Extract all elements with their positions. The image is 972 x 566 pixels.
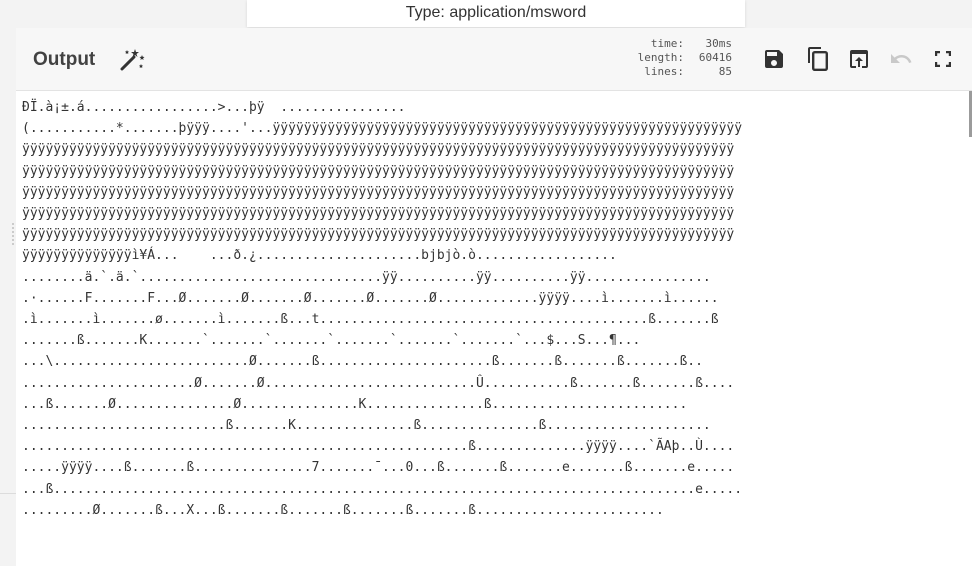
output-line: .....ÿÿÿÿ....ß.......ß...............7..… bbox=[22, 460, 735, 476]
output-line: .ì.......ì.......ø.......ì.......ß...t..… bbox=[22, 312, 719, 328]
stat-length: length: 60416 bbox=[576, 51, 732, 65]
output-line: ........ä.`.ä.`.........................… bbox=[22, 269, 711, 285]
undo-icon bbox=[891, 54, 912, 63]
output-title: Output bbox=[33, 49, 96, 70]
output-line: ......................Ø.......Ø.........… bbox=[22, 375, 735, 391]
stat-length-value: 60416 bbox=[698, 51, 732, 64]
stat-length-label: length: bbox=[637, 51, 684, 64]
tooltip-text: Type: application/msword bbox=[405, 4, 587, 21]
output-header: Output time: 30ms length: 60416 bbox=[16, 28, 972, 91]
stat-time-value: 30ms bbox=[705, 37, 733, 50]
output-line: ...ß....................................… bbox=[22, 481, 743, 497]
magic-wand-icon[interactable] bbox=[118, 45, 146, 73]
scrollbar-thumb[interactable] bbox=[969, 91, 972, 137]
undo-button[interactable] bbox=[887, 45, 915, 73]
stat-time-label: time: bbox=[650, 37, 684, 50]
mime-type-tooltip: Type: application/msword bbox=[247, 0, 745, 27]
output-scrollbar[interactable] bbox=[969, 91, 972, 566]
output-line: .........Ø.......ß...X...ß.......ß......… bbox=[22, 502, 664, 518]
output-content: ÐÏ.à¡±.á.................>...þÿ ........… bbox=[22, 97, 742, 521]
output-line: ÿÿÿÿÿÿÿÿÿÿÿÿÿÿì¥Á... ...ð.¿.............… bbox=[22, 248, 617, 264]
output-line: ...\.........................Ø.......ß..… bbox=[22, 354, 703, 370]
output-stats: time: 30ms length: 60416 lines: 85 bbox=[576, 37, 732, 79]
output-line: ÐÏ.à¡±.á.................>...þÿ ........… bbox=[22, 100, 406, 115]
stat-lines: lines: 85 bbox=[576, 65, 732, 79]
output-text-area[interactable]: ÐÏ.à¡±.á.................>...þÿ ........… bbox=[16, 91, 970, 566]
output-line: (...........*.......þÿÿÿ....'...ÿÿÿÿÿÿÿÿ… bbox=[22, 121, 743, 137]
fullscreen-button[interactable] bbox=[929, 45, 957, 73]
stat-lines-label: lines: bbox=[644, 65, 684, 78]
divider bbox=[0, 493, 16, 494]
output-line: .·......F.......F...Ø.......Ø.......Ø...… bbox=[22, 290, 719, 306]
copy-button[interactable] bbox=[804, 45, 832, 73]
output-line: ...ß.......Ø...............Ø............… bbox=[22, 396, 688, 412]
copy-icon bbox=[808, 47, 829, 72]
fullscreen-icon bbox=[935, 51, 951, 67]
output-line: ÿÿÿÿÿÿÿÿÿÿÿÿÿÿÿÿÿÿÿÿÿÿÿÿÿÿÿÿÿÿÿÿÿÿÿÿÿÿÿÿ… bbox=[22, 206, 735, 222]
save-button[interactable] bbox=[760, 45, 788, 73]
output-line: ÿÿÿÿÿÿÿÿÿÿÿÿÿÿÿÿÿÿÿÿÿÿÿÿÿÿÿÿÿÿÿÿÿÿÿÿÿÿÿÿ… bbox=[22, 227, 735, 243]
output-panel: Output time: 30ms length: 60416 bbox=[16, 28, 972, 566]
output-line: ........................................… bbox=[22, 439, 735, 455]
output-line: ÿÿÿÿÿÿÿÿÿÿÿÿÿÿÿÿÿÿÿÿÿÿÿÿÿÿÿÿÿÿÿÿÿÿÿÿÿÿÿÿ… bbox=[22, 142, 735, 158]
stat-time: time: 30ms bbox=[576, 37, 732, 51]
output-line: .......ß.......K.......`.......`.......`… bbox=[22, 333, 641, 349]
output-line: ÿÿÿÿÿÿÿÿÿÿÿÿÿÿÿÿÿÿÿÿÿÿÿÿÿÿÿÿÿÿÿÿÿÿÿÿÿÿÿÿ… bbox=[22, 163, 735, 179]
input-panel-edge bbox=[0, 0, 16, 566]
output-line: ..........................ß.......K.....… bbox=[22, 418, 711, 434]
stat-lines-value: 85 bbox=[718, 65, 732, 78]
resize-handle[interactable] bbox=[11, 222, 15, 246]
replace-input-button[interactable] bbox=[845, 45, 873, 73]
output-line: ÿÿÿÿÿÿÿÿÿÿÿÿÿÿÿÿÿÿÿÿÿÿÿÿÿÿÿÿÿÿÿÿÿÿÿÿÿÿÿÿ… bbox=[22, 184, 735, 200]
save-icon bbox=[765, 50, 783, 68]
replace-input-icon bbox=[850, 50, 868, 68]
